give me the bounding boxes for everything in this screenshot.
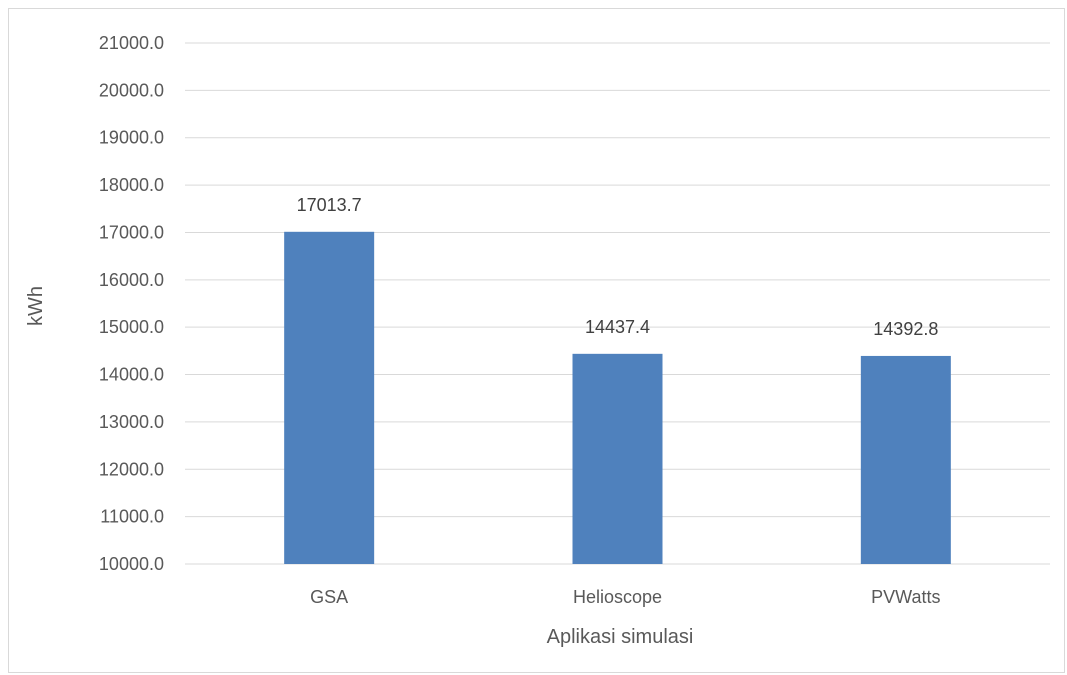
data-label: 17013.7 — [297, 195, 362, 215]
y-tick-label: 21000.0 — [99, 33, 164, 53]
data-label: 14437.4 — [585, 317, 650, 337]
y-tick-label: 16000.0 — [99, 270, 164, 290]
y-tick-label: 14000.0 — [99, 365, 164, 385]
x-category-label: PVWatts — [871, 587, 940, 607]
bars — [284, 231, 951, 564]
y-tick-label: 17000.0 — [99, 222, 164, 242]
x-axis-title: Aplikasi simulasi — [547, 626, 694, 648]
x-category-labels: GSA Helioscope PVWatts — [310, 587, 940, 607]
x-category-label: GSA — [310, 587, 348, 607]
bar-gsa — [284, 231, 375, 564]
y-tick-label: 10000.0 — [99, 554, 164, 574]
data-label: 14392.8 — [873, 319, 938, 339]
x-category-label: Helioscope — [573, 587, 662, 607]
y-axis-title: kWh — [25, 286, 47, 326]
bar-helioscope — [572, 353, 663, 564]
data-labels: 17013.7 14437.4 14392.8 — [297, 195, 939, 339]
y-tick-label: 20000.0 — [99, 80, 164, 100]
y-tick-label: 13000.0 — [99, 412, 164, 432]
y-tick-label: 18000.0 — [99, 175, 164, 195]
y-tick-label: 19000.0 — [99, 128, 164, 148]
bar-pvwatts — [860, 355, 951, 564]
y-tick-label: 15000.0 — [99, 317, 164, 337]
y-tick-label: 12000.0 — [99, 459, 164, 479]
y-tick-label: 11000.0 — [100, 507, 164, 527]
y-tick-labels: 10000.0 11000.0 12000.0 13000.0 14000.0 15000… — [99, 33, 164, 574]
